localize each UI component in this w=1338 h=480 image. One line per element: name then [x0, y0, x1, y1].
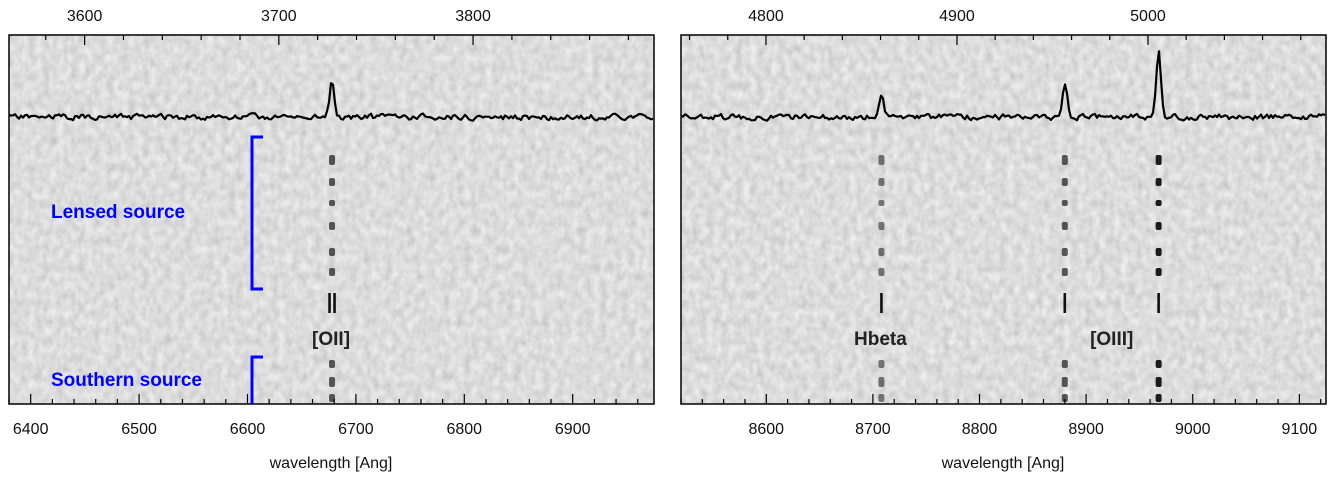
emission-streak: [1061, 248, 1068, 256]
top-tick-label: 4800: [748, 8, 784, 25]
right-line-markers: Hbeta [OIII]: [854, 293, 1160, 350]
emission-streak: [878, 178, 885, 186]
left-x-axis-label: wavelength [Ang]: [269, 455, 393, 472]
emission-streak: [1061, 200, 1068, 206]
emission-streak: [329, 268, 336, 276]
left-panel: [OII] 6400 6500 6600 6700 6800 6900 3600 3700 38…: [8, 8, 655, 472]
bottom-tick-label: 8600: [748, 421, 784, 438]
top-tick-label: 3700: [261, 8, 297, 25]
emission-streak: [878, 268, 885, 276]
right-emission-streaks: [878, 155, 1162, 402]
emission-streak: [1155, 360, 1162, 368]
bottom-tick-label: 6700: [338, 421, 374, 438]
emission-streak: [1155, 178, 1162, 186]
emission-streak: [1155, 248, 1162, 256]
bottom-tick-label: 9100: [1282, 421, 1318, 438]
left-panel-background: [9, 35, 654, 404]
emission-streak: [878, 155, 885, 165]
right-x-axis-label: wavelength [Ang]: [941, 455, 1065, 472]
emission-streak: [329, 377, 336, 387]
top-tick-label: 4900: [939, 8, 975, 25]
emission-streak: [1155, 155, 1162, 165]
southern-source-label: Southern source: [51, 370, 202, 391]
bottom-tick-label: 6500: [121, 421, 157, 438]
left-panel-frame: [8, 34, 655, 405]
emission-streak: [1061, 178, 1068, 186]
top-tick-label: 3600: [67, 8, 103, 25]
emission-streak: [1155, 200, 1162, 206]
right-panel-background: [681, 35, 1326, 404]
left-line-markers: [OII]: [312, 293, 350, 350]
bottom-tick-label: 6800: [446, 421, 482, 438]
emission-streak: [1155, 394, 1162, 402]
emission-streak: [1155, 377, 1162, 387]
bottom-tick-label: 9000: [1175, 421, 1211, 438]
emission-streak: [1061, 155, 1068, 165]
emission-streak: [329, 178, 336, 186]
lensed-source-label: Lensed source: [51, 202, 185, 223]
emission-streak: [329, 222, 336, 230]
bottom-tick-label: 6600: [230, 421, 266, 438]
emission-streak: [878, 394, 885, 402]
right-axis-ticks: 8600 8700 8800 8900 9000 9100 4800 4900 5000: [680, 8, 1322, 438]
bottom-tick-label: 8900: [1068, 421, 1104, 438]
lensed-source-bracket: [250, 135, 263, 291]
line-label: [OII]: [312, 329, 350, 350]
right-panel-frame: [680, 34, 1327, 405]
line-label: Hbeta: [854, 329, 907, 350]
emission-streak: [878, 222, 885, 230]
emission-streak: [329, 200, 336, 206]
emission-streak: [1061, 268, 1068, 276]
southern-source-bracket: [250, 355, 263, 404]
right-panel: Hbeta [OIII] 8600 8700 8800 8900 9000 9100 4800…: [680, 8, 1327, 472]
emission-streak: [329, 248, 336, 256]
top-tick-label: 3800: [455, 8, 491, 25]
left-1d-spectrum: [8, 81, 654, 122]
emission-streak: [1155, 222, 1162, 230]
emission-streak: [329, 360, 336, 368]
emission-streak: [1061, 377, 1068, 387]
emission-streak: [878, 360, 885, 368]
top-tick-label: 5000: [1130, 8, 1166, 25]
emission-streak: [1061, 394, 1068, 402]
emission-streak: [878, 200, 885, 206]
emission-streak: [1061, 360, 1068, 368]
emission-streak: [329, 155, 336, 165]
emission-streak: [1061, 222, 1068, 230]
emission-streak: [878, 248, 885, 256]
bottom-tick-label: 8800: [962, 421, 998, 438]
line-label: [OIII]: [1090, 329, 1133, 350]
emission-streak: [329, 394, 336, 402]
bottom-tick-label: 6400: [13, 421, 49, 438]
right-1d-spectrum: [680, 50, 1326, 122]
left-emission-streaks: [329, 155, 336, 402]
emission-streak: [1155, 268, 1162, 276]
bottom-tick-label: 8700: [855, 421, 891, 438]
emission-streak: [878, 377, 885, 387]
bottom-tick-label: 6900: [555, 421, 591, 438]
